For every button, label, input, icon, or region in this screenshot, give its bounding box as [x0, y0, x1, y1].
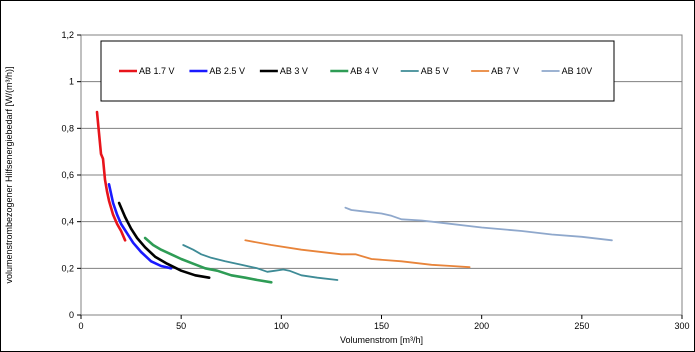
legend: AB 1.7 V AB 2.5 V AB 3 V AB 4 V AB 5 V AB 7 V…: [100, 40, 615, 102]
x-tick-label: 250: [574, 321, 589, 331]
y-tick-label: 0,4: [61, 217, 74, 227]
legend-label: AB 7 V: [491, 66, 519, 76]
x-tick-label: 300: [674, 321, 689, 331]
y-tick-label: 1: [69, 77, 74, 87]
x-tick-label: 0: [78, 321, 83, 331]
legend-label: AB 5 V: [421, 66, 449, 76]
series-line-7: [344, 206, 613, 242]
series-line-1: [95, 110, 127, 242]
series-line-3: [117, 201, 211, 280]
x-axis-title: Volumenstrom [m³/h]: [340, 335, 423, 345]
x-axis-ticks: 0 50 100 150 200 250 300: [78, 315, 690, 331]
legend-label: AB 4 V: [350, 66, 378, 76]
y-tick-label: 0,2: [61, 263, 74, 273]
x-tick-label: 100: [274, 321, 289, 331]
y-axis-ticks: 0 0,2 0,4 0,6 0,8 1 1,2: [61, 30, 81, 320]
series-line-2: [107, 183, 173, 270]
x-tick-label: 150: [374, 321, 389, 331]
series-line-4: [143, 236, 273, 284]
x-tick-label: 50: [176, 321, 186, 331]
legend-label: AB 1.7 V: [139, 66, 175, 76]
legend-label: AB 2.5 V: [209, 66, 245, 76]
y-tick-label: 1,2: [61, 30, 74, 40]
series-line-5: [182, 244, 339, 281]
y-axis-title: volumenstrombezogener Hilfsenergiebedarf…: [4, 66, 14, 283]
legend-label: AB 10V: [562, 66, 593, 76]
series-lines: [95, 110, 613, 284]
y-tick-label: 0: [69, 310, 74, 320]
y-tick-label: 0,8: [61, 123, 74, 133]
legend-label: AB 3 V: [280, 66, 308, 76]
x-tick-label: 200: [474, 321, 489, 331]
legend-box: [100, 40, 615, 102]
series-line-6: [244, 239, 471, 269]
y-tick-label: 0,6: [61, 170, 74, 180]
